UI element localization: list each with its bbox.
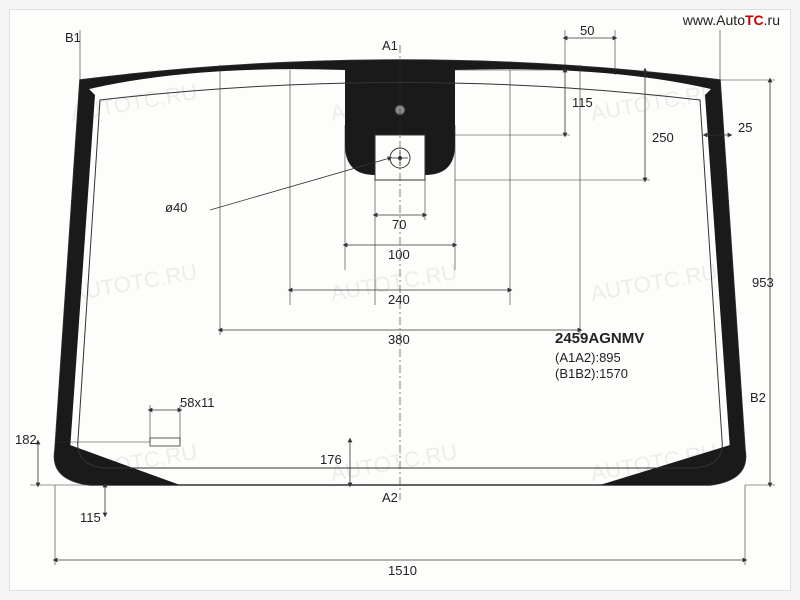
vin-window <box>150 438 180 446</box>
label-A2: A2 <box>382 490 398 505</box>
corner-frit-bl <box>54 445 180 485</box>
label-A1: A1 <box>382 38 398 53</box>
dim-label-115b: 115 <box>80 510 101 525</box>
dim-label-240: 240 <box>388 292 410 307</box>
arc-b: (B1B2):1570 <box>555 366 628 381</box>
dim-label-380: 380 <box>388 332 410 347</box>
dim-label-115: 115 <box>572 95 593 110</box>
label-B1: B1 <box>65 30 81 45</box>
dim-label-vin: 58x11 <box>180 395 214 410</box>
dim-label-1510: 1510 <box>388 563 417 578</box>
dim-label-182: 182 <box>15 432 37 447</box>
part-number: 2459AGNMV <box>555 330 644 347</box>
dim-label-70: 70 <box>392 217 406 232</box>
arc-a: (A1A2):895 <box>555 350 621 365</box>
dim-label-953: 953 <box>752 275 774 290</box>
dim-label-176: 176 <box>320 452 342 467</box>
corner-frit-br <box>600 445 746 485</box>
dim-label-50: 50 <box>580 23 594 38</box>
dim-label-250: 250 <box>652 130 674 145</box>
label-B2: B2 <box>750 390 766 405</box>
dim-dia40 <box>210 158 390 210</box>
dim-label-dia40: ø40 <box>165 200 187 215</box>
diagram-container: www.AutoTC.ru AUTOTC.RU AUTOTC.RU AUTOTC… <box>9 9 791 591</box>
dim-label-100: 100 <box>388 247 410 262</box>
dim-label-25: 25 <box>738 120 752 135</box>
